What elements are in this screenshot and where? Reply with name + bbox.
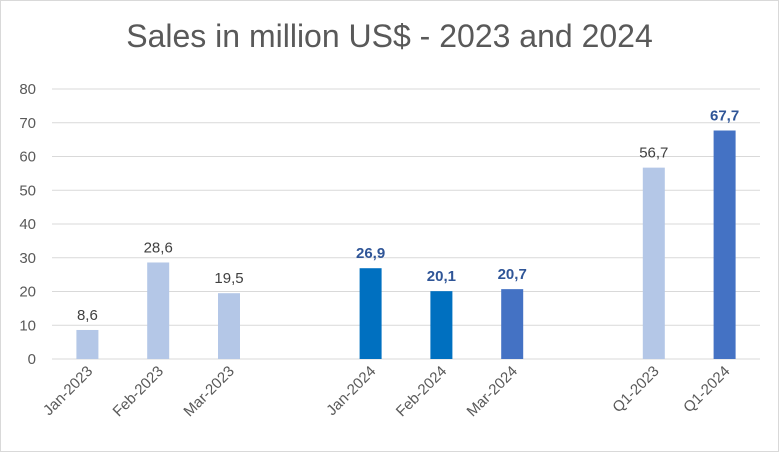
data-label: 26,9 — [356, 245, 385, 262]
x-tick-label: Jan-2024 — [323, 363, 379, 419]
bar — [430, 291, 453, 359]
x-tick-label: Feb-2024 — [393, 363, 450, 420]
x-tick-label: Mar-2023 — [180, 363, 237, 420]
y-tick-label: 30 — [19, 250, 36, 267]
data-label: 28,6 — [144, 239, 173, 256]
data-label: 56,7 — [639, 145, 668, 162]
x-tick-label: Feb-2023 — [110, 363, 167, 420]
y-tick-label: 80 — [19, 81, 36, 98]
data-label: 19,5 — [214, 270, 243, 287]
data-label: 8,6 — [77, 307, 98, 324]
x-tick-label: Q1-2024 — [680, 363, 733, 416]
chart-title: Sales in million US$ - 2023 and 2024 — [126, 18, 653, 54]
x-tick-label: Mar-2024 — [464, 363, 521, 420]
bar — [713, 130, 736, 359]
bar — [147, 262, 170, 359]
y-tick-label: 0 — [28, 351, 36, 368]
bar — [642, 167, 665, 359]
bar — [501, 289, 524, 359]
data-label: 67,7 — [710, 108, 739, 125]
bar — [359, 268, 382, 359]
y-tick-label: 60 — [19, 149, 36, 166]
y-tick-label: 20 — [19, 284, 36, 301]
x-tick-label: Q1-2023 — [609, 363, 662, 416]
x-tick-label: Jan-2023 — [40, 363, 96, 419]
data-label: 20,1 — [427, 268, 456, 285]
y-tick-label: 10 — [19, 317, 36, 334]
y-tick-label: 70 — [19, 115, 36, 132]
y-tick-label: 40 — [19, 216, 36, 233]
y-tick-label: 50 — [19, 182, 36, 199]
data-label: 20,7 — [498, 266, 527, 283]
bar — [218, 293, 240, 359]
bar — [76, 329, 99, 359]
